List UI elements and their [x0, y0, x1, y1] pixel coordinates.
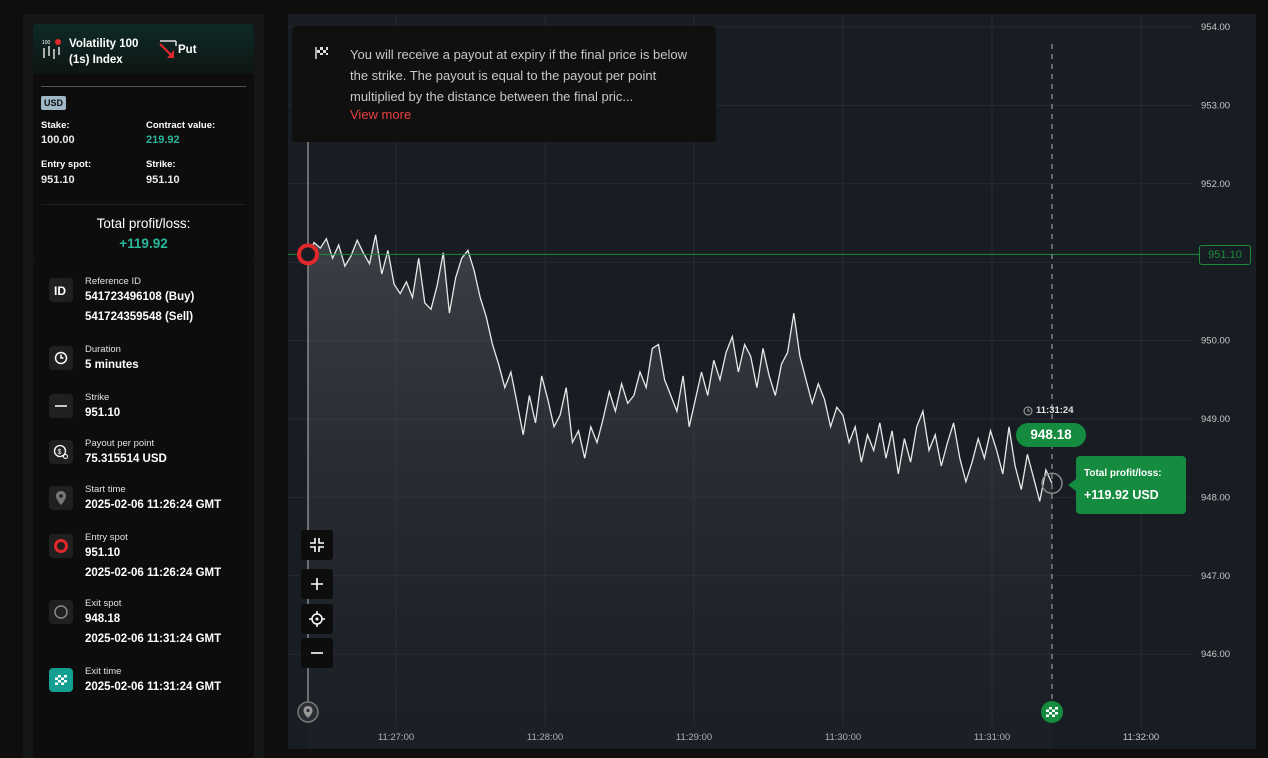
price-area	[308, 234, 1052, 749]
view-more-link[interactable]: View more	[350, 107, 412, 122]
recenter-button[interactable]	[301, 604, 333, 634]
y-tick-label: 953.00	[1201, 100, 1230, 111]
detail-value: 948.18	[85, 613, 121, 625]
symbol-name-line1: Volatility 100	[69, 38, 139, 50]
zoom-in-button[interactable]	[301, 569, 333, 599]
detail-label: Duration	[85, 344, 121, 355]
y-tick-label: 954.00	[1201, 22, 1230, 33]
contract-info-tooltip: You will receive a payout at expiry if t…	[292, 26, 716, 142]
strike-price-badge: 951.10	[1199, 245, 1251, 265]
x-tick-label: 11:32:00	[1123, 732, 1159, 743]
entry-spot-marker	[297, 243, 319, 266]
contract-header	[33, 24, 254, 74]
symbol-name-line2: (1s) Index	[69, 54, 123, 66]
detail-value: 2025-02-06 11:31:24 GMT	[85, 633, 222, 645]
detail-label: Start time	[85, 484, 126, 495]
exit-time-text: 11:31:24	[1036, 405, 1074, 416]
detail-value: 951.10	[85, 407, 121, 419]
contract-value: 219.92	[146, 134, 180, 146]
profit-loss-tag-value: +119.92 USD	[1084, 488, 1159, 502]
total-profit-loss-label: Total profit/loss:	[96, 216, 191, 231]
entry-spot-label: Entry spot:	[41, 159, 92, 170]
exit-spot-marker	[1041, 472, 1063, 495]
svg-text:ID: ID	[54, 284, 66, 297]
detail-value: 541723496108 (Buy)	[85, 291, 195, 303]
volatility-index-icon: 100	[42, 39, 61, 59]
profit-loss-tag-label: Total profit/loss:	[1084, 468, 1162, 479]
stake-label: Stake:	[41, 120, 70, 131]
clock-icon	[49, 346, 73, 370]
detail-value: 541724359548 (Sell)	[85, 311, 194, 323]
header-divider	[41, 86, 246, 87]
minus-icon	[311, 652, 323, 654]
y-tick-label: 947.00	[1201, 571, 1230, 582]
chart-plot[interactable]: 954.00953.00952.00951.00950.00949.00948.…	[288, 14, 1256, 749]
detail-label: Entry spot	[85, 532, 128, 543]
contract-summary-card[interactable]: 100 Volatility 100 (1s) Index Put USD St…	[33, 24, 254, 260]
crosshair-icon	[309, 611, 325, 627]
location-pin-icon	[49, 486, 73, 510]
svg-text:100: 100	[42, 40, 51, 46]
summary-divider	[41, 204, 246, 205]
detail-label: Exit time	[85, 666, 122, 677]
checkered-flag-icon	[49, 668, 73, 692]
entry-spot-icon	[49, 534, 73, 558]
strike-label: Strike:	[146, 159, 176, 170]
contract-type: Put	[178, 44, 197, 56]
entry-spot-value: 951.10	[41, 174, 75, 186]
exit-spot-icon	[49, 600, 73, 624]
detail-value: 5 minutes	[85, 359, 139, 371]
price-line	[307, 234, 1053, 502]
detail-label: Exit spot	[85, 598, 122, 609]
detail-value: 75.315514 USD	[85, 453, 167, 465]
exit-flag-icon	[1041, 701, 1063, 723]
payout-icon: $	[49, 440, 73, 464]
total-profit-loss-value: +119.92	[119, 236, 168, 251]
clock-icon	[1023, 406, 1033, 415]
id-icon: ID	[49, 278, 73, 302]
profit-loss-tag: Total profit/loss: +119.92 USD	[1068, 456, 1186, 514]
price-chart[interactable]: 954.00953.00952.00951.00950.00949.00948.…	[288, 14, 1256, 749]
detail-value: 2025-02-06 11:26:24 GMT	[85, 499, 222, 511]
y-tick-label: 952.00	[1201, 179, 1230, 190]
exit-price-tag: 948.18	[1016, 423, 1086, 447]
y-tick-label: 949.00	[1201, 414, 1230, 425]
detail-label: Payout per point	[85, 438, 155, 449]
detail-value: 2025-02-06 11:26:24 GMT	[85, 567, 222, 579]
put-arrow-icon	[159, 40, 177, 58]
detail-value: 951.10	[85, 547, 121, 559]
contract-value-label: Contract value:	[146, 120, 216, 131]
info-text: You will receive a payout at expiry if t…	[350, 47, 687, 104]
svg-text:$: $	[58, 449, 62, 456]
collapse-icon	[310, 538, 324, 552]
symbol-name: Volatility 100 (1s) Index	[69, 36, 151, 68]
start-time-pin-icon	[297, 701, 319, 723]
contract-details-card: ID Reference ID 541723496108 (Buy) 54172435…	[33, 260, 254, 758]
fit-view-button[interactable]	[301, 530, 333, 560]
profit-loss-tag-arrow	[1068, 479, 1076, 491]
detail-label: Reference ID	[85, 276, 141, 287]
stake-value: 100.00	[41, 134, 75, 146]
currency-badge: USD	[41, 96, 67, 110]
contract-sidebar: 100 Volatility 100 (1s) Index Put USD St…	[23, 14, 264, 758]
y-tick-label: 950.00	[1201, 336, 1230, 347]
y-tick-label: 948.00	[1201, 492, 1230, 503]
strike-value: 951.10	[146, 174, 180, 186]
zoom-out-button[interactable]	[301, 638, 333, 668]
plus-icon	[311, 578, 323, 590]
detail-label: Strike	[85, 392, 110, 403]
strike-icon	[49, 394, 73, 418]
exit-time-tag: 11:31:24	[1023, 405, 1074, 416]
detail-value: 2025-02-06 11:31:24 GMT	[85, 681, 222, 693]
checkered-flag-icon	[315, 47, 328, 59]
y-tick-label: 946.00	[1201, 649, 1230, 660]
